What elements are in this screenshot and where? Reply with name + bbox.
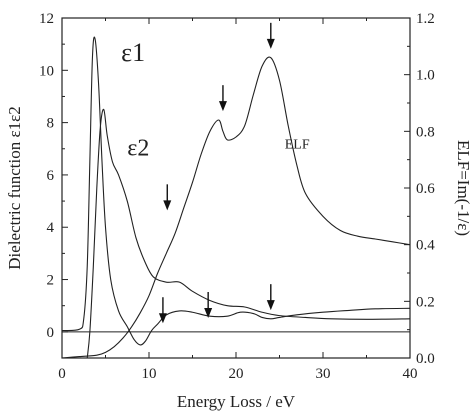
arrow-head [266, 300, 275, 311]
y-left-tick-label: 8 [47, 116, 55, 132]
y-left-tick-label: 6 [47, 168, 55, 184]
label-layer: Energy Loss / eV Dielectric function ε1ε… [5, 38, 473, 411]
series-label-e1: ε1 [121, 38, 145, 67]
y-right-tick-label: 1.0 [416, 68, 435, 84]
right-y-axis-title: ELF=Im(-1/ε) [454, 140, 473, 236]
series-label-elf: ELF [285, 137, 310, 152]
series-label-e2: ε2 [127, 135, 149, 161]
plot-frame: 0 10 20 30 40 0 2 4 6 8 10 12 0.0 0.2 0.4 0.6 0.8 1.0 1.2 [39, 11, 435, 382]
y-right-tick-label: 0.8 [416, 124, 435, 140]
y-right-tick-label: 0.0 [416, 351, 435, 367]
series-line-elf [61, 56, 411, 359]
arrow-head [218, 101, 227, 112]
series-line-e2 [86, 108, 411, 359]
arrow-head [163, 200, 172, 211]
arrow-head [158, 313, 167, 324]
annotation-layer [158, 22, 275, 324]
y-right-tick-label: 0.4 [416, 238, 435, 254]
y-left-tick-label: 12 [39, 11, 54, 27]
y-left-tick-label: 4 [47, 220, 55, 236]
arrow-head [266, 38, 275, 49]
series-layer [61, 36, 411, 359]
left-y-axis-title: Dielectric function ε1ε2 [5, 106, 24, 269]
plot-border [61, 17, 411, 359]
y-right-tick-label: 1.2 [416, 11, 435, 27]
x-axis-title: Energy Loss / eV [177, 392, 296, 411]
y-left-tick-label: 2 [47, 273, 55, 289]
y-right-tick-label: 0.2 [416, 294, 435, 310]
y-left-tick-label: 10 [39, 63, 54, 79]
series-line-e1 [61, 36, 411, 346]
arrow-head [204, 308, 213, 318]
y-right-tick-label: 0.6 [416, 181, 435, 197]
y-left-tick-label: 0 [47, 325, 55, 341]
x-tick-label: 10 [142, 366, 157, 382]
x-tick-label: 40 [403, 366, 418, 382]
x-tick-label: 0 [58, 366, 66, 382]
x-tick-label: 20 [229, 366, 244, 382]
x-tick-label: 30 [316, 366, 331, 382]
